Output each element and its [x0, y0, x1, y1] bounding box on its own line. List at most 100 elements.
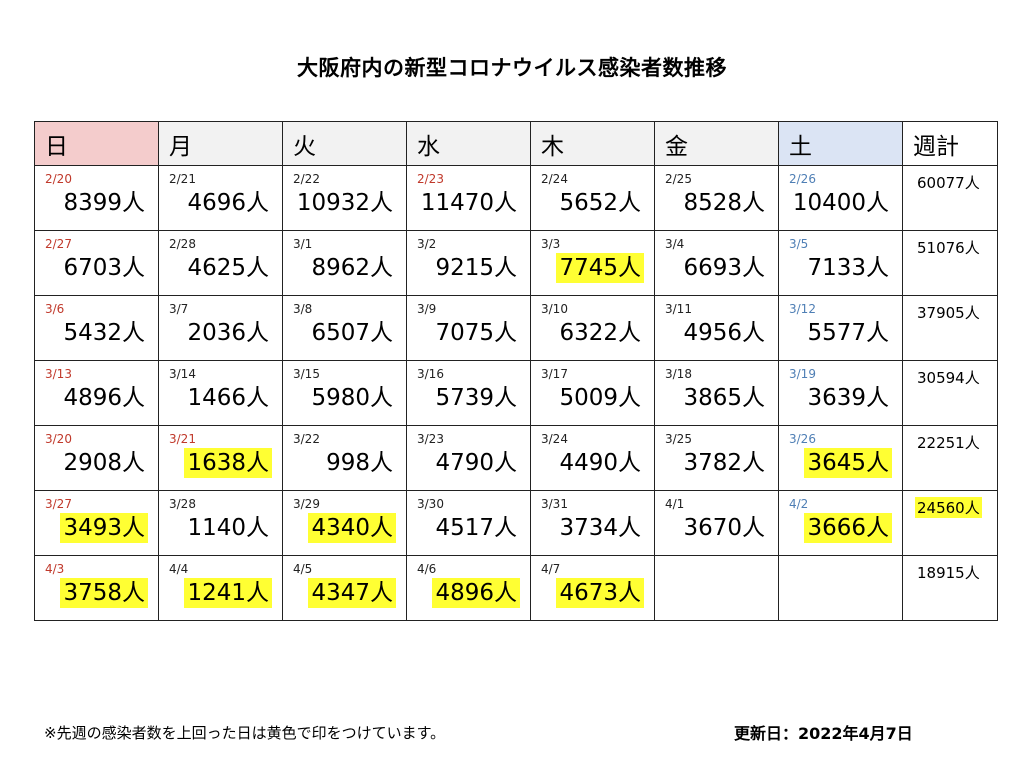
day-date: 3/20 [45, 432, 72, 446]
day-cell: 2/20 8399人 [34, 165, 159, 231]
day-cell: 3/10 6322人 [530, 295, 655, 361]
day-cell: 3/30 4517人 [406, 490, 531, 556]
week-row: 3/13 4896人 3/14 1466人 3/15 5980人 3/16 5739人 3/17… [34, 360, 998, 426]
day-cell: 2/23 11470人 [406, 165, 531, 231]
header-weekly-total: 週計 [902, 121, 998, 166]
day-cell: 3/25 3782人 [654, 425, 779, 491]
weekly-total: 24560人 [915, 497, 982, 518]
day-cell: 2/21 4696人 [158, 165, 283, 231]
week-row: 3/20 2908人 3/21 1638人 3/22 998人 3/23 4790人 3/24 4… [34, 425, 998, 491]
day-count: 3865人 [683, 385, 765, 411]
day-cell: 4/5 4347人 [282, 555, 407, 621]
week-row: 3/27 3493人 3/28 1140人 3/29 4340人 3/30 4517人 3/31… [34, 490, 998, 556]
day-cell: 3/31 3734人 [530, 490, 655, 556]
day-date: 4/7 [541, 562, 561, 576]
day-date: 2/24 [541, 172, 568, 186]
day-cell: 2/24 5652人 [530, 165, 655, 231]
day-count: 4896人 [432, 578, 520, 608]
day-date: 3/7 [169, 302, 189, 316]
day-cell: 3/9 7075人 [406, 295, 531, 361]
day-date: 3/21 [169, 432, 196, 446]
day-cell: 3/15 5980人 [282, 360, 407, 426]
week-row: 3/6 5432人 3/7 2036人 3/8 6507人 3/9 7075人 3/10 6322… [34, 295, 998, 361]
header-monday: 月 [158, 121, 283, 166]
day-count: 4517人 [435, 515, 517, 541]
day-count: 4696人 [187, 190, 269, 216]
day-count: 6322人 [559, 320, 641, 346]
day-cell: 3/19 3639人 [778, 360, 903, 426]
day-date: 3/12 [789, 302, 816, 316]
day-count: 4790人 [435, 450, 517, 476]
day-date: 2/25 [665, 172, 692, 186]
day-date: 3/2 [417, 237, 437, 251]
day-cell: 3/11 4956人 [654, 295, 779, 361]
day-cell: 3/8 6507人 [282, 295, 407, 361]
weekly-total: 22251人 [917, 434, 980, 452]
day-cell: 3/18 3865人 [654, 360, 779, 426]
day-count: 7133人 [807, 255, 889, 281]
day-date: 3/9 [417, 302, 437, 316]
week-row: 4/3 3758人 4/4 1241人 4/5 4347人 4/6 4896人 4/7 4673人… [34, 555, 998, 621]
day-count: 5980人 [311, 385, 393, 411]
day-date: 3/23 [417, 432, 444, 446]
day-cell: 3/3 7745人 [530, 230, 655, 296]
header-row: 日 月 火 水 木 金 土 週計 [34, 121, 998, 166]
day-date: 3/14 [169, 367, 196, 381]
day-date: 2/28 [169, 237, 196, 251]
day-count: 5432人 [63, 320, 145, 346]
day-cell: 4/3 3758人 [34, 555, 159, 621]
day-count: 3639人 [807, 385, 889, 411]
infection-calendar-table: 日 月 火 水 木 金 土 週計 2/20 8399人 2/21 4696人 2/22 1… [34, 121, 998, 621]
day-cell: 3/5 7133人 [778, 230, 903, 296]
day-date: 3/4 [665, 237, 685, 251]
day-date: 3/26 [789, 432, 816, 446]
day-date: 3/16 [417, 367, 444, 381]
weekly-total-cell: 30594人 [902, 360, 998, 426]
day-date: 3/24 [541, 432, 568, 446]
footnote: ※先週の感染者数を上回った日は黄色で印をつけています。 [44, 724, 446, 742]
day-cell: 3/6 5432人 [34, 295, 159, 361]
weekly-total: 37905人 [917, 304, 980, 322]
day-date: 3/8 [293, 302, 313, 316]
day-count: 3782人 [683, 450, 765, 476]
day-count: 5652人 [559, 190, 641, 216]
day-cell: 2/26 10400人 [778, 165, 903, 231]
day-date: 3/17 [541, 367, 568, 381]
day-count: 3493人 [60, 513, 148, 543]
day-cell: 2/27 6703人 [34, 230, 159, 296]
weekly-total: 18915人 [917, 564, 980, 582]
day-count: 4673人 [556, 578, 644, 608]
day-count: 7745人 [556, 253, 644, 283]
page-title: 大阪府内の新型コロナウイルス感染者数推移 [297, 56, 727, 80]
day-cell: 3/13 4896人 [34, 360, 159, 426]
day-cell: 3/4 6693人 [654, 230, 779, 296]
day-cell: 3/7 2036人 [158, 295, 283, 361]
day-cell: 3/12 5577人 [778, 295, 903, 361]
day-count: 8528人 [683, 190, 765, 216]
day-date: 3/31 [541, 497, 568, 511]
weekly-total-cell: 22251人 [902, 425, 998, 491]
day-count: 1241人 [184, 578, 272, 608]
weekly-total: 60077人 [917, 174, 980, 192]
day-date: 3/5 [789, 237, 809, 251]
header-wednesday: 水 [406, 121, 531, 166]
day-cell: 4/2 3666人 [778, 490, 903, 556]
day-date: 2/21 [169, 172, 196, 186]
header-saturday: 土 [778, 121, 903, 166]
day-cell: 4/6 4896人 [406, 555, 531, 621]
day-count: 10932人 [296, 190, 393, 216]
day-cell: 4/4 1241人 [158, 555, 283, 621]
weekly-total-cell: 18915人 [902, 555, 998, 621]
day-cell: 3/20 2908人 [34, 425, 159, 491]
day-count: 1638人 [184, 448, 272, 478]
day-cell: 4/7 4673人 [530, 555, 655, 621]
day-cell: 2/28 4625人 [158, 230, 283, 296]
day-count: 10400人 [792, 190, 889, 216]
day-count: 4896人 [63, 385, 145, 411]
day-date: 3/18 [665, 367, 692, 381]
day-count: 2036人 [187, 320, 269, 346]
day-cell [654, 555, 779, 621]
header-friday: 金 [654, 121, 779, 166]
day-count: 1140人 [187, 515, 269, 541]
day-cell: 3/16 5739人 [406, 360, 531, 426]
